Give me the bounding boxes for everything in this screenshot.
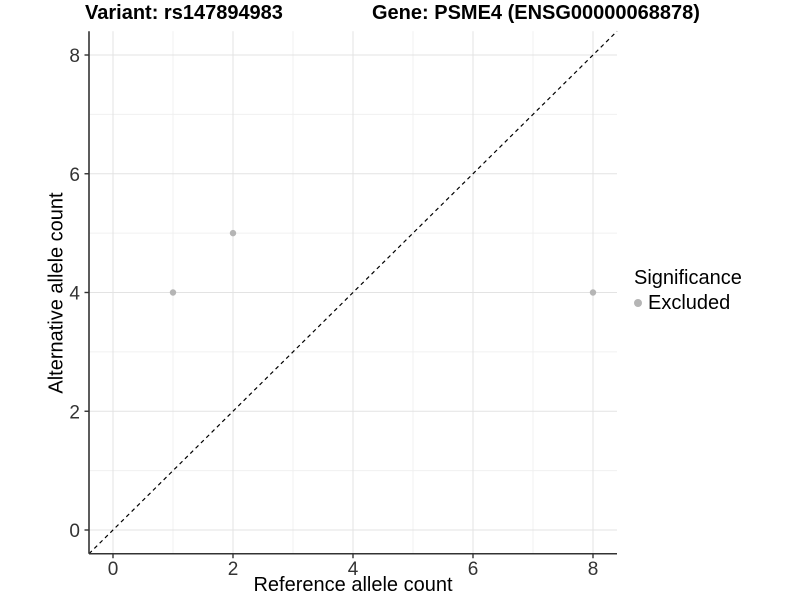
- x-tick-label: 8: [588, 559, 599, 580]
- legend-entry-excluded: Excluded: [634, 292, 742, 314]
- identity-reference-line: [88, 30, 618, 555]
- y-tick-label: 2: [69, 402, 80, 423]
- data-point: [229, 229, 237, 237]
- legend-entry-label: Excluded: [648, 292, 731, 314]
- plot-title-gene: Gene: PSME4 (ENSG00000068878): [372, 2, 700, 24]
- excluded-point-icon: [634, 299, 642, 307]
- legend-title: Significance: [634, 267, 742, 289]
- x-axis-label: Reference allele count: [253, 574, 453, 596]
- y-tick-label: 6: [69, 165, 80, 186]
- data-point: [169, 289, 177, 296]
- data-point: [589, 289, 597, 296]
- y-tick-label: 0: [69, 521, 80, 542]
- x-tick-label: 4: [348, 559, 359, 580]
- y-axis-label: Alternative allele count: [45, 192, 68, 394]
- x-tick-label: 6: [468, 559, 479, 580]
- y-tick-label: 4: [69, 284, 80, 305]
- x-tick-label: 0: [108, 559, 119, 580]
- y-tick-label: 8: [69, 46, 80, 67]
- x-tick-label: 2: [228, 559, 239, 580]
- legend: Significance Excluded: [634, 267, 742, 314]
- plot-title-variant: Variant: rs147894983: [85, 2, 283, 24]
